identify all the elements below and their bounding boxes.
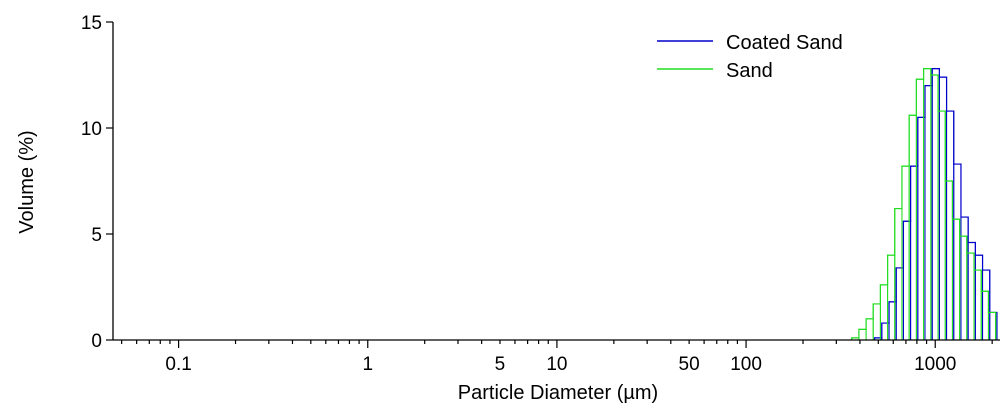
x-tick-label: 0.1: [165, 354, 191, 375]
histogram-bar: [866, 319, 873, 340]
legend: Coated Sand Sand: [657, 32, 843, 82]
series-layer: [852, 69, 997, 340]
axes-layer: [113, 22, 1000, 340]
histogram-bar: [859, 329, 866, 340]
x-tick-label: 10: [546, 354, 567, 375]
y-axis-title: Volume (%): [16, 130, 38, 233]
x-tick-label: 50: [679, 354, 700, 375]
x-tick-label: 1000: [914, 354, 956, 375]
x-axis-title: Particle Diameter (µm): [458, 382, 658, 404]
series-sand: [852, 69, 996, 340]
legend-label-sand: Sand: [726, 60, 773, 82]
series-outline: [875, 69, 997, 340]
x-tick-label: 1: [362, 354, 373, 375]
legend-label-coated-sand: Coated Sand: [726, 32, 843, 54]
series-coated-sand: [875, 69, 997, 340]
y-tick-label: 5: [91, 225, 102, 246]
x-tick-label: 5: [495, 354, 506, 375]
y-tick-label: 15: [81, 13, 102, 34]
histogram-bar: [873, 304, 880, 340]
x-tick-label: 100: [730, 354, 762, 375]
y-tick-label: 0: [91, 331, 102, 352]
y-tick-label: 10: [81, 119, 102, 140]
